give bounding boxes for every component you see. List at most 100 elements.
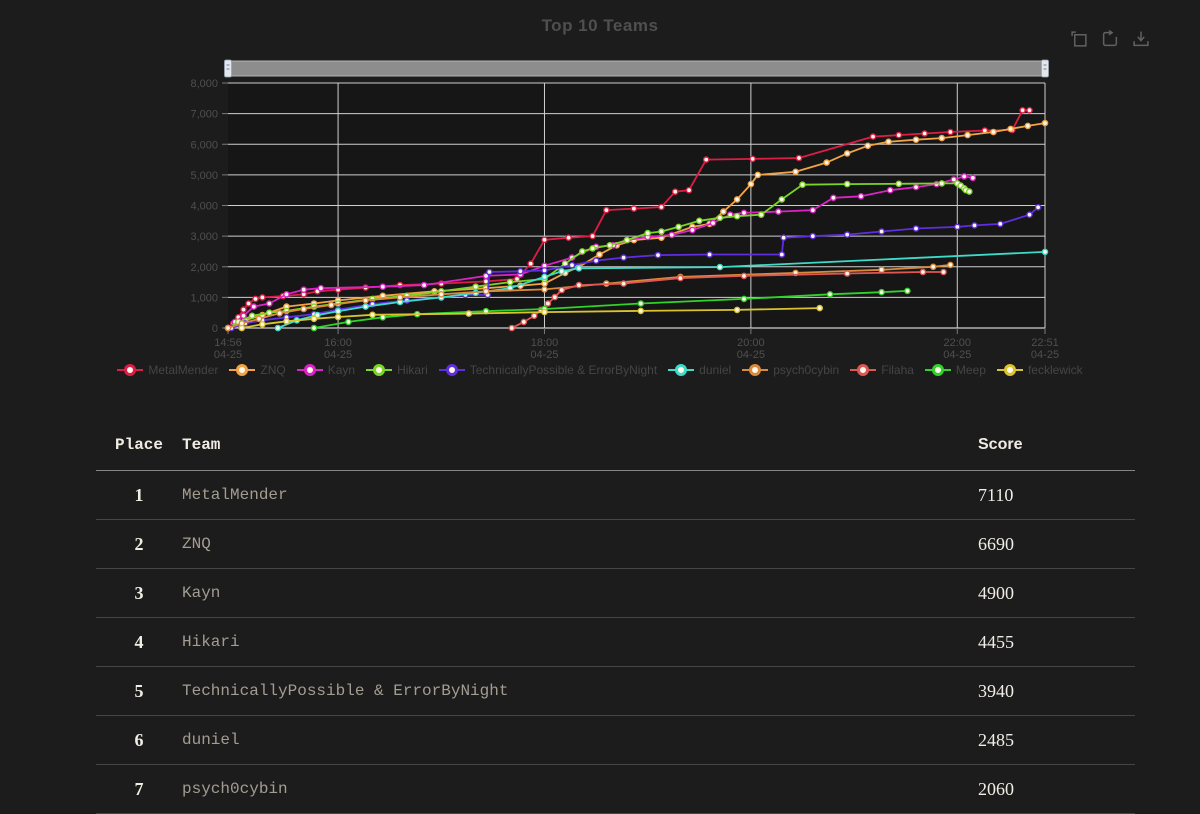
team-name-link[interactable]: ZNQ bbox=[182, 535, 211, 553]
legend-marker-icon bbox=[742, 364, 769, 376]
header-place: Place bbox=[114, 436, 163, 454]
svg-text:5,000: 5,000 bbox=[190, 170, 218, 182]
team-name-link[interactable]: Hikari bbox=[182, 633, 240, 651]
legend-label: Meep bbox=[955, 363, 986, 377]
svg-text:14:56: 14:56 bbox=[214, 337, 242, 349]
score-cell: 2060 bbox=[978, 778, 1014, 799]
legend-item[interactable]: psych0cybin bbox=[742, 363, 839, 377]
svg-text:16:00: 16:00 bbox=[324, 337, 352, 349]
legend-item[interactable]: ZNQ bbox=[229, 363, 286, 377]
svg-text:04-25: 04-25 bbox=[1031, 349, 1059, 361]
svg-text:20:00: 20:00 bbox=[737, 337, 765, 349]
table-row: 3 Kayn 4900 bbox=[96, 569, 1135, 618]
svg-text:7,000: 7,000 bbox=[190, 109, 218, 121]
chart-legend: MetalMender ZNQ Kayn Hikari TechnicallyPossi… bbox=[0, 363, 1200, 377]
series-line bbox=[508, 268, 947, 332]
legend-label: TechnicallyPossible & ErrorByNight bbox=[469, 363, 658, 377]
place-cell: 3 bbox=[134, 582, 144, 603]
score-chart-panel: Top 10 Teams 0 1,000 2,000 3,000 4,000 5,000 6… bbox=[0, 0, 1200, 400]
legend-item[interactable]: Filaha bbox=[850, 363, 914, 377]
table-row: 7 psych0cybin 2060 bbox=[96, 765, 1135, 814]
team-name-link[interactable]: Kayn bbox=[182, 584, 221, 602]
legend-item[interactable]: MetalMender bbox=[117, 363, 218, 377]
legend-marker-icon bbox=[438, 364, 465, 376]
legend-item[interactable]: TechnicallyPossible & ErrorByNight bbox=[438, 363, 658, 377]
score-cell: 2485 bbox=[978, 729, 1014, 750]
place-cell: 1 bbox=[134, 484, 144, 505]
download-icon[interactable] bbox=[1132, 30, 1150, 48]
legend-item[interactable]: fecklewick bbox=[996, 363, 1083, 377]
svg-text:18:00: 18:00 bbox=[531, 337, 559, 349]
team-name-link[interactable]: duniel bbox=[182, 731, 240, 749]
place-cell: 2 bbox=[134, 533, 144, 554]
legend-label: duniel bbox=[699, 363, 732, 377]
place-cell: 6 bbox=[134, 729, 144, 750]
chart-title: Top 10 Teams bbox=[541, 16, 659, 35]
scoreboard-table: Place Team Score 1 MetalMender 7110 2 ZNQ 669… bbox=[96, 430, 1135, 814]
legend-marker-icon bbox=[366, 364, 393, 376]
data-zoom-slider[interactable] bbox=[224, 59, 1049, 78]
table-row: 5 TechnicallyPossible & ErrorByNight 3940 bbox=[96, 667, 1135, 716]
svg-text:1,000: 1,000 bbox=[190, 292, 218, 304]
svg-text:04-25: 04-25 bbox=[943, 349, 971, 361]
legend-marker-icon bbox=[117, 364, 144, 376]
x-axis: 14:5604-2516:0004-2518:0004-2520:0004-25… bbox=[214, 328, 1059, 361]
legend-marker-icon bbox=[850, 364, 877, 376]
team-name-link[interactable]: TechnicallyPossible & ErrorByNight bbox=[182, 682, 509, 700]
header-score: Score bbox=[978, 436, 1023, 453]
legend-label: Hikari bbox=[397, 363, 428, 377]
restore-icon[interactable] bbox=[1101, 29, 1119, 48]
series-line bbox=[238, 304, 824, 332]
svg-text:4,000: 4,000 bbox=[190, 201, 218, 213]
y-axis: 0 1,000 2,000 3,000 4,000 5,000 6,000 7,000 8,00… bbox=[190, 78, 1045, 335]
place-cell: 7 bbox=[134, 778, 144, 799]
team-name-link[interactable]: psych0cybin bbox=[182, 780, 288, 798]
table-row: 4 Hikari 4455 bbox=[96, 618, 1135, 667]
legend-label: Kayn bbox=[327, 363, 356, 377]
svg-text:04-25: 04-25 bbox=[324, 349, 352, 361]
svg-text:3,000: 3,000 bbox=[190, 231, 218, 243]
table-row: 2 ZNQ 6690 bbox=[96, 520, 1135, 569]
legend-label: Filaha bbox=[881, 363, 914, 377]
svg-text:22:51: 22:51 bbox=[1031, 337, 1059, 349]
svg-text:6,000: 6,000 bbox=[190, 139, 218, 151]
svg-text:0: 0 bbox=[212, 323, 218, 335]
score-cell: 4900 bbox=[978, 582, 1014, 603]
legend-marker-icon bbox=[668, 364, 695, 376]
svg-text:04-25: 04-25 bbox=[737, 349, 765, 361]
legend-marker-icon bbox=[924, 364, 951, 376]
legend-item[interactable]: duniel bbox=[668, 363, 731, 377]
legend-marker-icon bbox=[296, 364, 323, 376]
svg-text:8,000: 8,000 bbox=[190, 78, 218, 90]
series-line bbox=[224, 261, 954, 332]
score-cell: 3940 bbox=[978, 680, 1014, 701]
score-cell: 7110 bbox=[978, 484, 1014, 505]
place-cell: 5 bbox=[134, 680, 144, 701]
series-line bbox=[224, 107, 1033, 332]
header-team: Team bbox=[182, 436, 221, 454]
svg-text:04-25: 04-25 bbox=[530, 349, 558, 361]
score-cell: 6690 bbox=[978, 533, 1014, 554]
legend-label: ZNQ bbox=[260, 363, 286, 377]
legend-label: fecklewick bbox=[1027, 363, 1083, 377]
legend-label: psych0cybin bbox=[773, 363, 840, 377]
legend-item[interactable]: Hikari bbox=[366, 363, 428, 377]
legend-marker-icon bbox=[996, 364, 1023, 376]
legend-marker-icon bbox=[229, 364, 256, 376]
table-row: 6 duniel 2485 bbox=[96, 716, 1135, 765]
scoreboard-body: 1 MetalMender 7110 2 ZNQ 6690 3 Kayn 4900 4 Hikari… bbox=[96, 471, 1135, 814]
svg-text:2,000: 2,000 bbox=[190, 262, 218, 274]
team-name-link[interactable]: MetalMender bbox=[182, 486, 288, 504]
svg-text:04-25: 04-25 bbox=[214, 349, 242, 361]
legend-item[interactable]: Kayn bbox=[296, 363, 356, 377]
table-row: 1 MetalMender 7110 bbox=[96, 471, 1135, 520]
chart-canvas[interactable]: 0 1,000 2,000 3,000 4,000 5,000 6,000 7,000 8,00… bbox=[0, 0, 1200, 400]
chart-toolbox bbox=[1070, 29, 1150, 48]
scoreboard-header: Place Team Score bbox=[96, 430, 1135, 471]
score-cell: 4455 bbox=[978, 631, 1014, 652]
place-cell: 4 bbox=[134, 631, 144, 652]
svg-text:22:00: 22:00 bbox=[944, 337, 972, 349]
legend-item[interactable]: Meep bbox=[924, 363, 986, 377]
box-zoom-icon[interactable] bbox=[1070, 30, 1088, 48]
legend-label: MetalMender bbox=[148, 363, 219, 377]
